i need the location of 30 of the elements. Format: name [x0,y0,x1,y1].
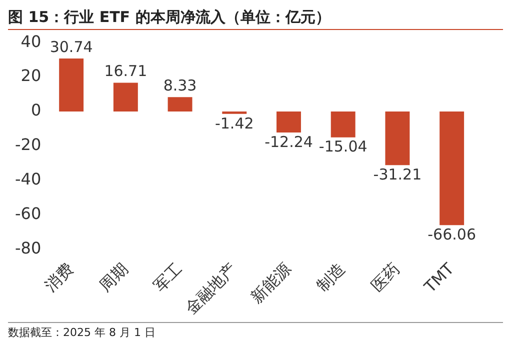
x-tick-label: 制造 [312,259,349,296]
data-label: 30.74 [50,38,93,56]
bar [330,111,356,138]
bar [276,111,301,133]
x-tick-label: 新能源 [247,259,295,307]
y-tick-label: -40 [14,169,42,188]
data-label: 16.71 [104,62,148,80]
data-label: 8.33 [163,76,197,95]
y-tick-label: 40 [20,32,42,51]
bar [385,111,410,166]
bar [59,58,84,112]
data-label: -12.24 [264,132,313,151]
data-label: -1.42 [214,114,254,132]
y-tick-label: -80 [14,238,42,258]
y-tick-label: -60 [14,204,42,223]
x-tick-label: 消费 [41,259,78,296]
bar [440,111,464,226]
x-tick-label: 医药 [367,259,404,296]
bar [222,111,247,114]
data-label: -31.21 [373,166,422,184]
chart-title: 图 15：行业 ETF 的本周净流入（单位：亿元） [8,8,503,30]
y-tick-label: 0 [30,100,42,120]
data-label: -66.06 [428,226,476,244]
data-label: -15.04 [318,138,368,156]
y-tick-label: 20 [20,66,42,86]
x-tick-label: 周期 [95,259,132,296]
text: 数据截至：2025 年 8 月 1 日 [8,322,503,340]
bar [113,82,138,112]
y-tick-label: -20 [14,135,42,154]
bar [168,97,192,112]
